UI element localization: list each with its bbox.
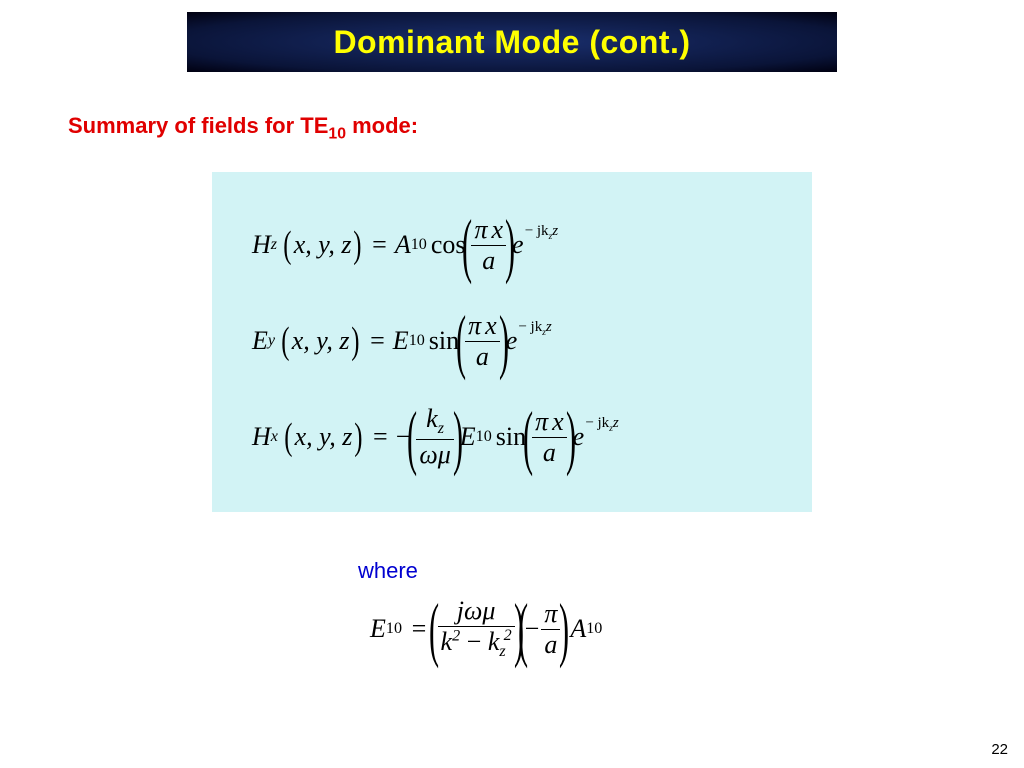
rparen-icon: )	[352, 332, 360, 351]
where-label: where	[358, 558, 418, 584]
page-number: 22	[991, 741, 1008, 758]
big-rparen-icon: )	[559, 604, 569, 654]
def-lhs-sub: 10	[386, 620, 402, 638]
def-frac2: π a	[541, 600, 560, 658]
eq1-coef-var: A	[395, 230, 411, 260]
eq2-lhs-var: E	[252, 326, 268, 356]
rparen-icon: )	[355, 428, 363, 447]
summary-suffix: mode:	[346, 113, 418, 138]
lparen-icon: (	[283, 236, 291, 255]
equations-box: Hz ( x, y, z ) = A10 cos ( πx a ) e− jkz…	[212, 172, 812, 512]
eq3-args: x, y, z	[295, 422, 353, 452]
eq3-exponent: − jkzz	[585, 415, 619, 434]
big-rparen-icon: )	[505, 220, 515, 270]
eq2-args: x, y, z	[292, 326, 350, 356]
equation-hz: Hz ( x, y, z ) = A10 cos ( πx a ) e− jkz…	[252, 208, 772, 282]
eq2-coef-sub: 10	[409, 332, 425, 350]
eq2-trig: sin	[429, 326, 459, 356]
big-rparen-icon: )	[453, 412, 463, 462]
def-rhs-var: A	[570, 614, 586, 644]
big-lparen-icon: (	[456, 316, 466, 366]
eq1-coef-sub: 10	[411, 236, 427, 254]
summary-subscript: 10	[328, 125, 346, 142]
eq1-fraction: πx a	[471, 216, 506, 274]
eq1-trig: cos	[431, 230, 466, 260]
eq2-coef-var: E	[393, 326, 409, 356]
slide-title-bar: Dominant Mode (cont.)	[187, 12, 837, 72]
eq2-fraction: πx a	[465, 312, 500, 370]
big-lparen-icon: (	[518, 604, 528, 654]
big-lparen-icon: (	[429, 604, 439, 654]
big-lparen-icon: (	[462, 220, 472, 270]
eq3-coef-sub: 10	[476, 428, 492, 446]
summary-prefix: Summary of fields for TE	[68, 113, 328, 138]
eq1-exponent: − jkzz	[525, 223, 559, 242]
eq2-exponent: − jkzz	[518, 319, 552, 338]
eq2-lhs-sub: y	[268, 332, 275, 350]
eq1-lhs-sub: z	[271, 236, 277, 254]
big-lparen-icon: (	[407, 412, 417, 462]
rparen-icon: )	[354, 236, 362, 255]
eq3-trig: sin	[496, 422, 526, 452]
eq3-lhs-var: H	[252, 422, 271, 452]
summary-heading: Summary of fields for TE10 mode:	[68, 113, 418, 143]
equation-hx: Hx ( x, y, z ) = − ( kz ωμ ) E10 sin ( π…	[252, 400, 772, 474]
def-lhs-var: E	[370, 614, 386, 644]
eq1-lhs-var: H	[252, 230, 271, 260]
def-frac1: jωμ k2 − kz2	[438, 597, 515, 660]
big-lparen-icon: (	[523, 412, 533, 462]
eq1-args: x, y, z	[294, 230, 352, 260]
big-rparen-icon: )	[499, 316, 509, 366]
equation-e10-def: E10 = ( jωμ k2 − kz2 ) ( − π a ) A10	[370, 590, 602, 668]
lparen-icon: (	[281, 332, 289, 351]
eq3-lhs-sub: x	[271, 428, 278, 446]
big-rparen-icon: )	[566, 412, 576, 462]
slide-title: Dominant Mode (cont.)	[333, 24, 690, 61]
lparen-icon: (	[284, 428, 292, 447]
eq3-frac1: kz ωμ	[416, 405, 453, 468]
equation-ey: Ey ( x, y, z ) = E10 sin ( πx a ) e− jkz…	[252, 304, 772, 378]
def-rhs-sub: 10	[586, 620, 602, 638]
eq3-frac2: πx a	[532, 408, 567, 466]
